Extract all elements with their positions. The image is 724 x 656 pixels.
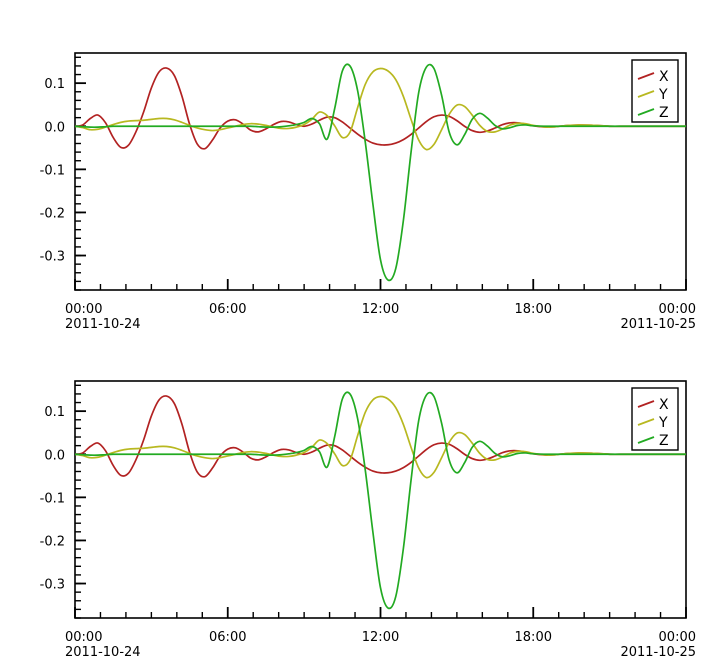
series-line-Y: [75, 67, 686, 151]
upper-panel-plot: 0.1 0.0 -0.1 -0.2 -0.3 00:00 06:00 12:00 18:00 00…: [40, 52, 696, 328]
x-tick-label: 00:00: [659, 302, 696, 317]
y-tick-label: -0.3: [40, 578, 65, 593]
y-tick-label: 0.0: [44, 448, 65, 463]
x-tick-label: 06:00: [209, 302, 246, 317]
y-tick-label: 0.1: [44, 77, 65, 92]
y-axis-ticks: 0.1 0.0 -0.1 -0.2 -0.3: [40, 384, 86, 619]
lower-panel: 0.1 0.0 -0.1 -0.2 -0.3 00:00 06:00 12:00 18:00 00…: [0, 328, 724, 656]
legend-swatch-Z: [637, 436, 655, 444]
y-tick-label: -0.1: [40, 491, 65, 506]
y-tick-label: 0.0: [44, 120, 65, 135]
data-curves: [75, 63, 686, 282]
series-line-X: [75, 395, 686, 478]
legend-swatch-Z: [637, 108, 655, 116]
x-tick-label: 12:00: [362, 302, 399, 317]
legend-swatch-Y: [637, 418, 655, 426]
x-tick-label: 00:00: [65, 302, 102, 317]
legend-swatch-Y: [637, 90, 655, 98]
x-axis-date-right: 2011-10-25: [620, 317, 696, 328]
legend-label-Z: Z: [659, 105, 669, 121]
legend-label-Y: Y: [658, 87, 668, 103]
legend: XYZ: [631, 387, 679, 451]
x-axis-date-left: 2011-10-24: [65, 317, 141, 328]
y-axis-ticks: 0.1 0.0 -0.1 -0.2 -0.3: [40, 56, 86, 291]
data-curves: [75, 391, 686, 610]
series-line-Z: [75, 63, 686, 282]
x-axis-date-left: 2011-10-24: [65, 645, 141, 656]
x-tick-label: 18:00: [515, 302, 552, 317]
legend-label-X: X: [659, 69, 669, 85]
legend: XYZ: [631, 59, 679, 123]
plot-frame: [74, 52, 687, 291]
legend-swatch-X: [637, 400, 655, 408]
y-tick-label: -0.2: [40, 534, 65, 549]
plot-frame: [74, 380, 687, 619]
legend-swatch-X: [637, 72, 655, 80]
x-tick-label: 12:00: [362, 630, 399, 645]
y-tick-label: 0.1: [44, 405, 65, 420]
x-tick-label: 00:00: [659, 630, 696, 645]
x-tick-label: 18:00: [515, 630, 552, 645]
series-line-Y: [75, 395, 686, 479]
legend-label-Y: Y: [658, 415, 668, 431]
x-tick-label: 06:00: [209, 630, 246, 645]
series-line-Z: [75, 391, 686, 610]
lower-panel-plot: 0.1 0.0 -0.1 -0.2 -0.3 00:00 06:00 12:00 18:00 00…: [40, 380, 696, 656]
legend-label-X: X: [659, 397, 669, 413]
series-line-X: [75, 67, 686, 150]
upper-panel: 0.1 0.0 -0.1 -0.2 -0.3 00:00 06:00 12:00 18:00 00…: [40, 52, 696, 328]
y-tick-label: -0.1: [40, 163, 65, 178]
x-tick-label: 00:00: [65, 630, 102, 645]
y-tick-label: -0.2: [40, 206, 65, 221]
x-axis-date-right: 2011-10-25: [620, 645, 696, 656]
legend-label-Z: Z: [659, 433, 669, 449]
y-tick-label: -0.3: [40, 250, 65, 265]
